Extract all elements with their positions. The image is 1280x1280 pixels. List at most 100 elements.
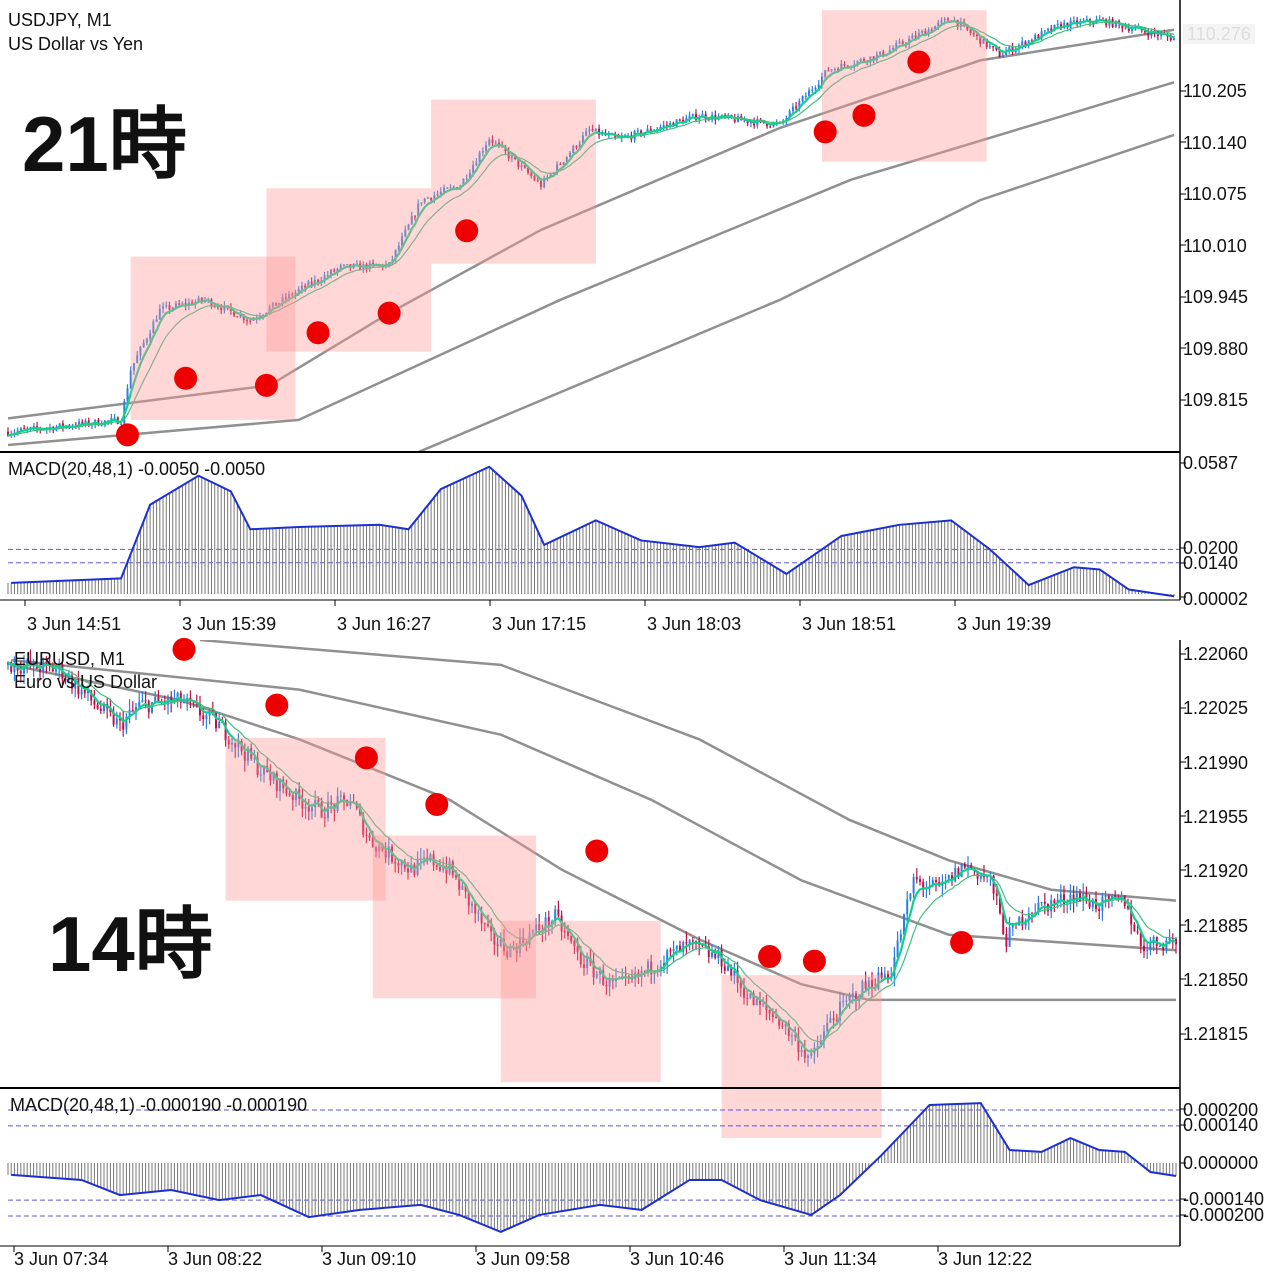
candle-body: [509, 946, 512, 958]
highlight-box: [821, 10, 987, 162]
candle-body: [387, 846, 390, 858]
candle-body: [547, 917, 550, 927]
price-axis-label: 1.21990: [1183, 752, 1249, 773]
candle-body: [824, 70, 827, 77]
candle-body: [666, 950, 669, 964]
candle-body: [77, 680, 80, 695]
time-axis-label: 3 Jun 18:03: [647, 614, 742, 634]
candle-body: [256, 758, 259, 776]
candle-body: [158, 308, 161, 320]
candle-body: [205, 715, 208, 719]
candle-body: [113, 417, 116, 419]
candle-body: [520, 165, 523, 167]
candle-body: [917, 32, 920, 38]
candle-body: [1050, 28, 1053, 31]
candle-body: [845, 1000, 848, 1002]
candle-body: [51, 665, 54, 672]
candle-body: [1104, 895, 1107, 897]
candle-body: [691, 113, 694, 116]
candle-body: [483, 923, 486, 925]
candle-body: [339, 265, 342, 269]
candle-body: [924, 31, 927, 36]
candle-body: [819, 1041, 822, 1047]
candle-body: [843, 63, 846, 66]
candle-body: [784, 1023, 787, 1027]
candle-body: [579, 951, 582, 965]
price-axis-label: 1.21955: [1183, 806, 1249, 827]
candle-body: [1098, 908, 1101, 911]
candle-body: [135, 707, 137, 711]
signal-dot: [265, 693, 289, 717]
candle-body: [99, 708, 102, 711]
candle-body: [397, 863, 400, 866]
macd-axis-label: 0.0200: [1183, 538, 1239, 558]
candle-body: [723, 966, 726, 971]
price-axis-label: 1.22060: [1183, 644, 1249, 664]
candle-body: [951, 875, 953, 882]
candle-body: [787, 1023, 790, 1037]
candle-body: [90, 690, 93, 701]
highlight-box: [266, 188, 432, 352]
candle-body: [429, 854, 432, 860]
candle-body: [268, 307, 271, 313]
candle-body: [58, 423, 61, 427]
candle-body: [727, 966, 729, 971]
candle-body: [61, 423, 64, 428]
signal-dot: [852, 103, 876, 127]
candle-body: [313, 279, 316, 285]
candle-body: [39, 668, 41, 673]
candle-body: [1156, 33, 1159, 36]
candle-body: [449, 187, 452, 189]
highlight-box: [500, 920, 661, 1083]
candle-body: [278, 302, 281, 306]
candle-body: [801, 96, 804, 102]
candle-body: [179, 692, 182, 703]
candle-body: [1139, 932, 1142, 946]
time-axis-label: 3 Jun 11:34: [784, 1249, 877, 1269]
candle-body: [362, 814, 365, 835]
candle-body: [1021, 917, 1024, 926]
candle-body: [181, 303, 184, 305]
candle-body: [174, 303, 177, 308]
candle-body: [636, 130, 639, 132]
candle-body: [45, 661, 48, 664]
candle-body: [310, 281, 313, 285]
candle-body: [307, 281, 310, 288]
candle-body: [730, 966, 733, 976]
highlight-box: [431, 99, 596, 264]
price-axis-label: 1.21850: [1183, 969, 1249, 990]
candle-body: [653, 971, 656, 975]
candle-body: [365, 834, 368, 836]
candle-body: [795, 106, 798, 109]
candle-body: [678, 119, 681, 121]
candle-body: [1043, 902, 1046, 904]
candle-body: [1149, 943, 1152, 951]
candle-body: [413, 216, 416, 218]
candle-body: [1066, 22, 1069, 28]
candle-body: [326, 275, 329, 277]
candle-body: [903, 914, 905, 935]
candle-body: [833, 68, 836, 70]
candle-body: [439, 191, 442, 194]
candle-body: [100, 425, 103, 427]
candle-body: [733, 117, 736, 122]
candle-body: [839, 1001, 841, 1021]
candle-body: [288, 294, 291, 299]
candle-body: [688, 115, 691, 119]
candle-body: [29, 660, 32, 667]
bottom-description: Euro vs US Dollar: [14, 672, 158, 692]
candle-body: [19, 670, 22, 674]
candle-body: [122, 720, 125, 730]
candle-body: [826, 1022, 829, 1032]
candle-body: [216, 306, 219, 308]
candle-body: [691, 940, 694, 942]
candle-body: [7, 431, 9, 436]
candle-body: [578, 143, 581, 148]
candle-body: [563, 931, 566, 933]
candle-body: [859, 58, 862, 61]
candle-body: [87, 690, 89, 694]
candle-body: [170, 696, 173, 703]
candle-body: [1063, 894, 1065, 905]
candle-body: [888, 49, 891, 54]
